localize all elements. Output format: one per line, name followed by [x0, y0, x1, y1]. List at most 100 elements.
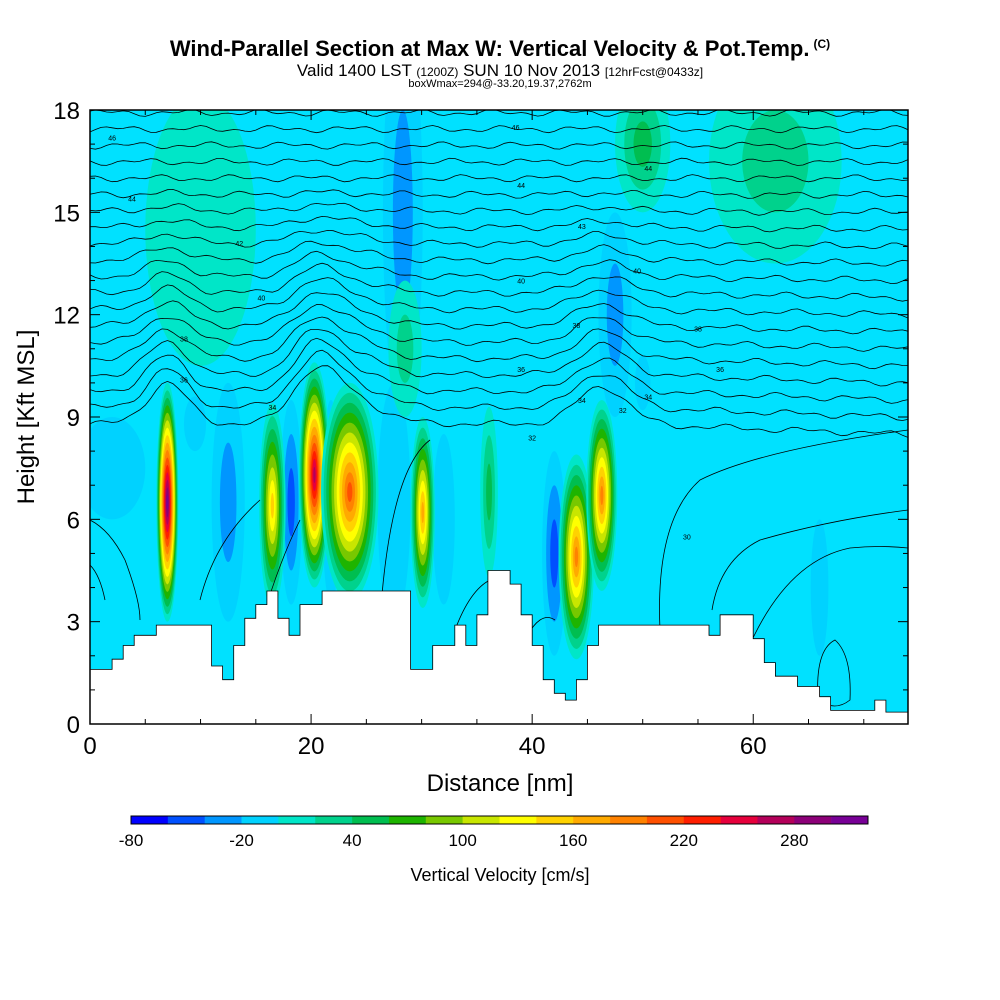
isentrope-line: [90, 329, 908, 387]
isentrope-line: [90, 277, 908, 319]
updraft-cell-level: [633, 121, 652, 167]
isentrope-label: 36: [517, 367, 525, 374]
forecast-info: [12hrFcst@0433z]: [604, 65, 704, 79]
isentrope-line: [90, 141, 908, 150]
y-tick-label: 0: [67, 712, 80, 739]
velocity-field: [90, 110, 908, 724]
updraft-cell-level: [421, 501, 425, 524]
isentrope-label: 38: [694, 326, 702, 333]
colorbar: -80 -20 40 100 160 220 280: [119, 815, 869, 850]
colorbar-segment: [315, 816, 353, 824]
colorbar-segment: [536, 816, 574, 824]
isentrope-label: 44: [517, 183, 525, 190]
x-tick-label: 20: [298, 733, 325, 760]
isentrope-label: 32: [528, 435, 536, 442]
box-info: boxWmax=294@-33.20,19.37,2762m: [408, 78, 592, 90]
chart-title: Wind-Parallel Section at Max W: Vertical…: [0, 36, 1000, 62]
updraft-cell-level: [574, 546, 579, 568]
downdraft-cell: [598, 212, 632, 417]
isentrope-line: [90, 316, 908, 370]
updraft-cell: [480, 406, 498, 578]
colorbar-segment: [499, 816, 537, 824]
updraft-cell-level: [486, 463, 492, 521]
isentrope-label: 34: [644, 395, 652, 402]
isentrope-label: 46: [108, 135, 116, 142]
colorbar-segment: [278, 816, 316, 824]
downdraft-cell: [542, 451, 567, 656]
isentrope-line: [90, 250, 908, 285]
updraft-cell: [145, 110, 256, 366]
colorbar-tick-label: -80: [119, 831, 144, 850]
updraft-cell: [586, 399, 618, 591]
isentrope-line: [90, 337, 908, 404]
y-tick-label: 3: [67, 610, 80, 637]
colorbar-segment: [204, 816, 242, 824]
downdraft-cell-level: [90, 417, 146, 520]
valid-date: SUN 10 Nov 2013: [463, 61, 601, 80]
isentrope-line: [90, 349, 908, 421]
downdraft-cell-level: [287, 468, 295, 537]
isentrope-label: 36: [180, 377, 188, 384]
updraft-cell-level: [742, 110, 809, 213]
isentrope-label: 43: [578, 224, 586, 231]
low-contour-line: [379, 439, 431, 621]
colorbar-segment: [241, 816, 279, 824]
isentrope-line: [90, 292, 908, 335]
potential-temperature-contours: [90, 110, 908, 707]
colorbar-segment: [794, 816, 832, 824]
x-tick-label: 0: [83, 733, 96, 760]
low-contour-line: [199, 499, 261, 601]
isentrope-label: 44: [644, 166, 652, 173]
isentrope-line: [90, 202, 908, 216]
chart-title-mark: (C): [813, 36, 831, 51]
downdraft-cell: [183, 396, 207, 452]
y-axis-label: Height [Kft MSL]: [13, 330, 40, 505]
isentrope-label: 42: [235, 241, 243, 248]
colorbar-tick-label: 220: [670, 831, 698, 850]
terrain-surface: [90, 570, 908, 724]
colorbar-segment: [831, 816, 869, 824]
isentrope-line: [90, 188, 908, 199]
colorbar-segment: [131, 816, 169, 824]
updraft-cell-level: [145, 110, 256, 366]
colorbar-tick-label: 40: [343, 831, 362, 850]
isentrope-line: [90, 174, 908, 183]
updraft-cell: [558, 454, 595, 660]
updraft-cell: [321, 382, 379, 602]
downdraft-cell: [211, 382, 245, 622]
updraft-cell-level: [313, 466, 316, 484]
updraft-cell-level: [166, 494, 169, 510]
y-tick-label: 6: [67, 507, 80, 534]
isentrope-label: 34: [268, 405, 276, 412]
isentrope-line: [90, 365, 908, 438]
updraft-cell-level: [396, 314, 414, 383]
downdraft-cell: [90, 417, 146, 520]
downdraft-cell-level: [183, 396, 207, 452]
x-axis-label: Distance [nm]: [427, 770, 574, 797]
updraft-cell-level: [347, 482, 353, 502]
updraft-cell-level: [270, 492, 275, 519]
colorbar-label: Vertical Velocity [cm/s]: [410, 865, 589, 885]
updraft-cell: [615, 110, 671, 213]
colorbar-tick-label: 280: [780, 831, 808, 850]
colorbar-segment: [425, 816, 463, 824]
isentrope-label: 44: [128, 197, 136, 204]
downdraft-cell-level: [432, 434, 455, 605]
colorbar-tick-label: 160: [559, 831, 587, 850]
chart-subtitle: Valid 1400 LST (1200Z) SUN 10 Nov 2013 […: [0, 61, 1000, 81]
isentrope-line: [90, 125, 908, 134]
y-tick-label: 18: [53, 98, 80, 125]
chart-title-text: Wind-Parallel Section at Max W: Vertical…: [169, 36, 810, 61]
downdraft-cell: [810, 519, 829, 656]
colorbar-segment: [757, 816, 795, 824]
isentrope-line: [90, 262, 908, 302]
updraft-cell: [410, 417, 435, 609]
downdraft-cell: [432, 434, 455, 605]
updraft-cell: [388, 280, 422, 417]
low-contour-line: [751, 546, 908, 641]
y-tick-label: 15: [53, 200, 80, 227]
low-contour-line: [817, 639, 851, 707]
downdraft-cell: [634, 355, 651, 411]
colorbar-frame: [130, 815, 869, 825]
